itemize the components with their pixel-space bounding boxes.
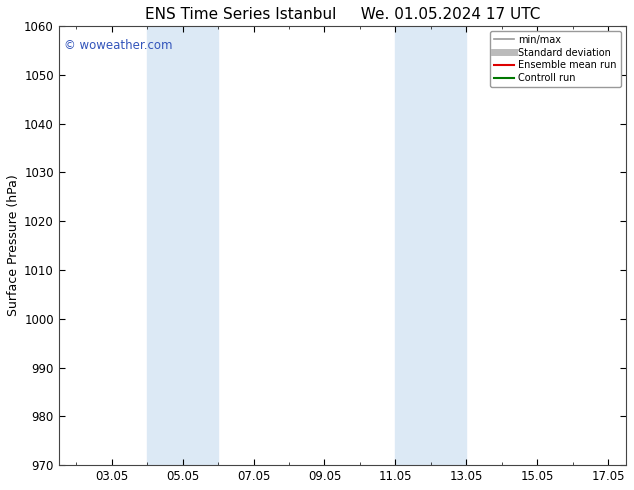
Title: ENS Time Series Istanbul     We. 01.05.2024 17 UTC: ENS Time Series Istanbul We. 01.05.2024 … xyxy=(145,7,540,22)
Text: © woweather.com: © woweather.com xyxy=(65,39,173,52)
Y-axis label: Surface Pressure (hPa): Surface Pressure (hPa) xyxy=(7,174,20,317)
Legend: min/max, Standard deviation, Ensemble mean run, Controll run: min/max, Standard deviation, Ensemble me… xyxy=(490,31,621,87)
Bar xyxy=(396,26,466,465)
Bar xyxy=(147,26,218,465)
